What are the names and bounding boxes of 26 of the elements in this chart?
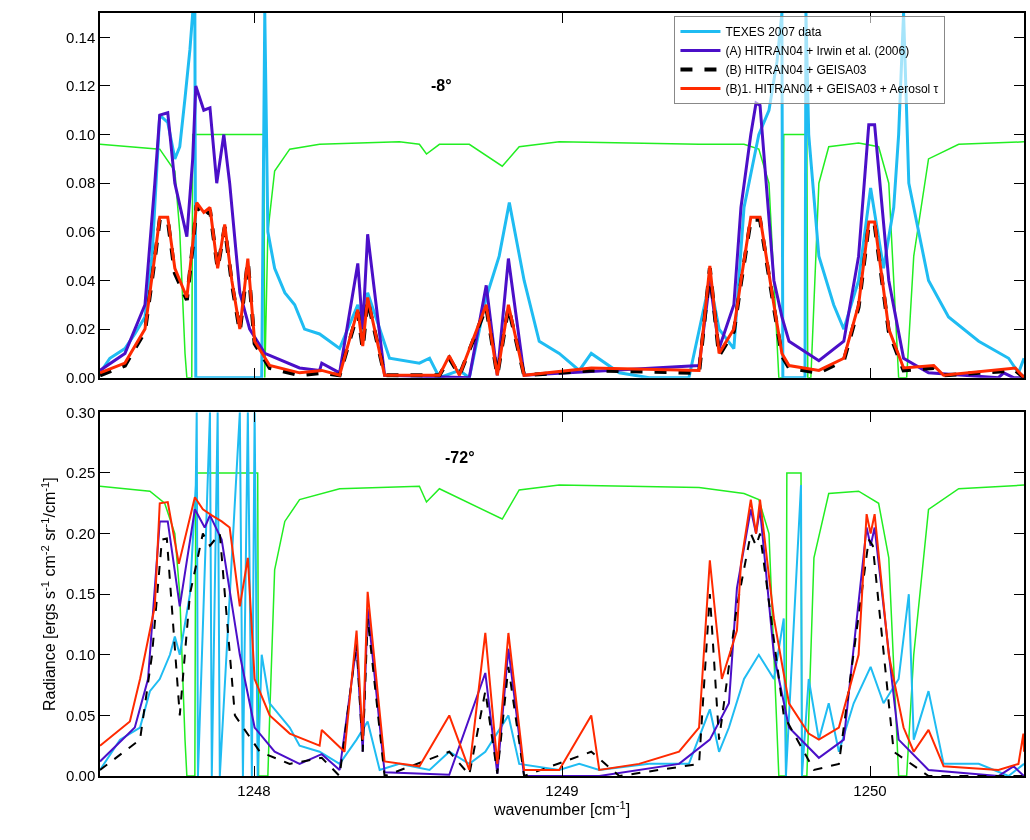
y-tick-label: 0.05 <box>66 706 96 724</box>
y-tick-label: 0.10 <box>66 646 96 664</box>
y-tick-label: 0.14 <box>66 28 96 46</box>
y-tick-label: 0.25 <box>66 464 96 482</box>
x-axis-title: wavenumber [cm$^{-1}$] <box>492 798 631 819</box>
y-tick-label: 0.06 <box>66 223 96 241</box>
legend-label: (B) HITRAN04 + GEISA03 <box>725 63 867 78</box>
legend-label: (A) HITRAN04 + Irwin et al. (2006) <box>725 44 910 59</box>
y-tick-label: 0.15 <box>66 585 96 603</box>
x-tick-label: 1250 <box>853 781 887 799</box>
y-tick-label: 0.10 <box>66 125 96 143</box>
y-tick-label: 0.12 <box>66 77 96 95</box>
legend-label: TEXES 2007 data <box>725 25 822 40</box>
y-tick-label: 0.00 <box>66 368 96 386</box>
line-series <box>100 412 1024 776</box>
y-tick-label: 0.04 <box>66 271 96 289</box>
legend-label: (B)1. HITRAN04 + GEISA03 + Aerosol τ <box>725 82 939 97</box>
y-tick-label: 0.00 <box>66 767 96 785</box>
y-tick-label: 0.30 <box>66 403 96 421</box>
x-tick-label: 1249 <box>545 781 579 799</box>
y-tick-label: 0.08 <box>66 174 96 192</box>
annotation: -72° <box>445 449 475 466</box>
y-tick-label: 0.02 <box>66 320 96 338</box>
y-tick-label: 0.20 <box>66 524 96 542</box>
annotation: -8° <box>431 77 452 94</box>
x-tick-label: 1248 <box>237 781 271 799</box>
